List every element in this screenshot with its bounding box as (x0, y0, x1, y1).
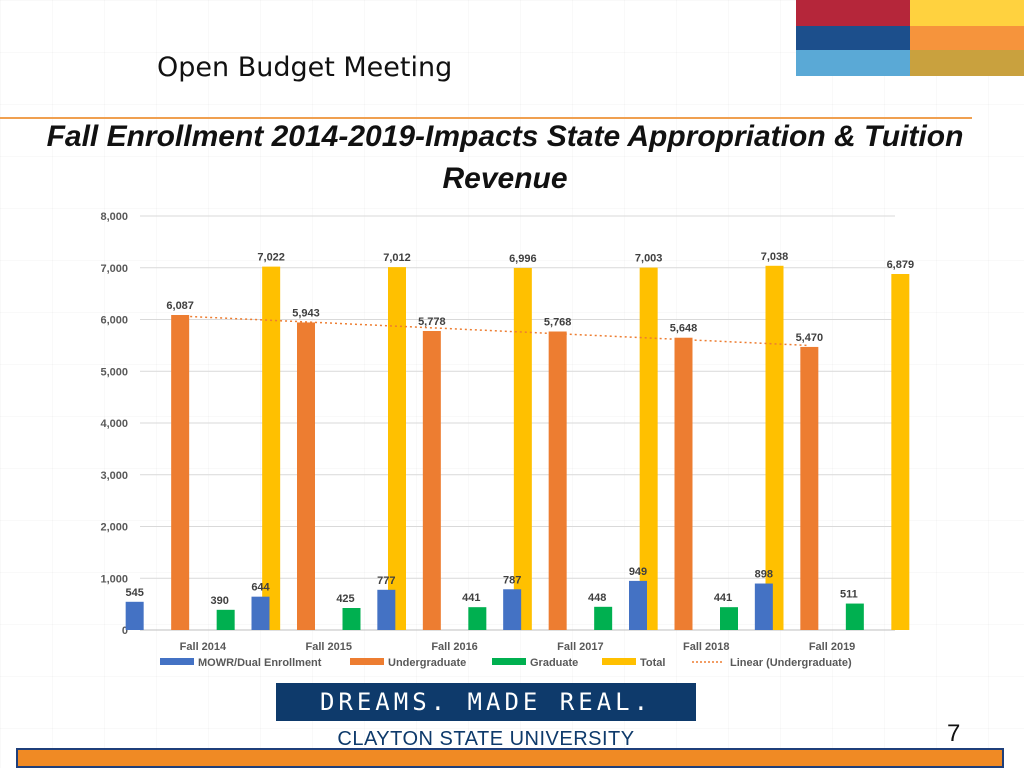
data-label: 545 (125, 587, 143, 599)
color-block-orange (910, 26, 1024, 50)
x-tick-label: Fall 2016 (431, 641, 477, 653)
data-label: 511 (840, 589, 858, 601)
data-label: 949 (629, 566, 647, 578)
bar (674, 337, 693, 630)
bar (639, 267, 658, 630)
university-name: CLAYTON STATE UNIVERSITY (337, 728, 635, 750)
color-block-lightblue (796, 50, 910, 76)
tagline-banner: DREAMS. MADE REAL. (276, 683, 696, 721)
bar (171, 314, 190, 630)
bar (594, 606, 613, 630)
data-label: 6,879 (887, 259, 915, 271)
header-title: Open Budget Meeting (157, 52, 453, 83)
bar (548, 331, 567, 630)
y-tick-label: 7,000 (100, 263, 128, 275)
legend-label: Undergraduate (388, 657, 466, 669)
page-number: 7 (947, 720, 961, 747)
bar (216, 609, 235, 630)
data-label: 7,022 (257, 252, 285, 264)
y-tick-label: 8,000 (100, 211, 128, 223)
bar (845, 603, 864, 630)
bar (629, 580, 647, 630)
y-tick-label: 0 (122, 625, 128, 637)
legend-label: Linear (Undergraduate) (730, 657, 852, 669)
y-tick-label: 3,000 (100, 470, 128, 482)
bar (800, 346, 819, 630)
bar (125, 601, 144, 630)
data-label: 6,087 (166, 300, 194, 312)
color-block-navy (796, 26, 910, 50)
y-tick-label: 1,000 (100, 573, 128, 585)
data-label: 7,012 (383, 252, 411, 264)
bar (342, 608, 361, 630)
bar (262, 266, 281, 630)
bar (513, 267, 532, 630)
data-label: 6,996 (509, 253, 537, 265)
legend-swatch (602, 658, 636, 665)
y-tick-label: 2,000 (100, 522, 128, 534)
bar (377, 589, 396, 630)
bar (468, 607, 487, 630)
data-label: 425 (336, 593, 354, 605)
legend-swatch (160, 658, 194, 665)
legend-swatch (350, 658, 384, 665)
data-label: 441 (714, 592, 732, 604)
data-label: 644 (251, 582, 270, 594)
legend-label: Total (640, 657, 665, 669)
x-tick-label: Fall 2017 (557, 641, 603, 653)
bar (251, 596, 270, 630)
color-block-yellow (910, 0, 1024, 26)
x-tick-label: Fall 2018 (683, 641, 729, 653)
bar (297, 322, 315, 630)
color-block-red (796, 0, 910, 26)
enrollment-chart: 0 1,000 2,000 3,000 4,000 5,000 6,000 7,000 8,00… (100, 211, 915, 669)
footer-bar (16, 748, 1004, 768)
y-tick-label: 5,000 (100, 366, 128, 378)
x-tick-label: Fall 2015 (306, 641, 352, 653)
data-label: 777 (377, 575, 395, 587)
slide-title: Fall Enrollment 2014-2019-Impacts State … (46, 120, 964, 195)
bar (388, 267, 406, 630)
data-label: 390 (210, 595, 228, 607)
bar (754, 583, 773, 630)
data-label: 5,470 (796, 332, 824, 344)
bar (720, 607, 738, 630)
y-tick-label: 6,000 (100, 315, 128, 327)
data-label: 5,648 (670, 323, 698, 335)
legend-label: Graduate (530, 657, 578, 669)
bar (765, 265, 784, 630)
x-tick-label: Fall 2014 (180, 641, 227, 653)
legend-swatch (492, 658, 526, 665)
color-block-group (796, 0, 1024, 76)
header-divider (0, 117, 972, 119)
bar (891, 274, 910, 630)
x-tick-label: Fall 2019 (809, 641, 855, 653)
data-label: 441 (462, 592, 480, 604)
data-label: 7,038 (761, 251, 789, 263)
bar (422, 330, 441, 630)
data-label: 898 (755, 569, 773, 581)
data-label: 448 (588, 592, 606, 604)
data-label: 5,943 (292, 307, 320, 319)
bar (503, 589, 522, 630)
legend-label: MOWR/Dual Enrollment (198, 657, 322, 669)
data-label: 787 (503, 574, 521, 586)
data-label: 7,003 (635, 253, 663, 265)
y-tick-label: 4,000 (100, 418, 128, 430)
data-label: 5,768 (544, 317, 572, 329)
color-block-gold (910, 50, 1024, 76)
data-label: 5,778 (418, 316, 446, 328)
